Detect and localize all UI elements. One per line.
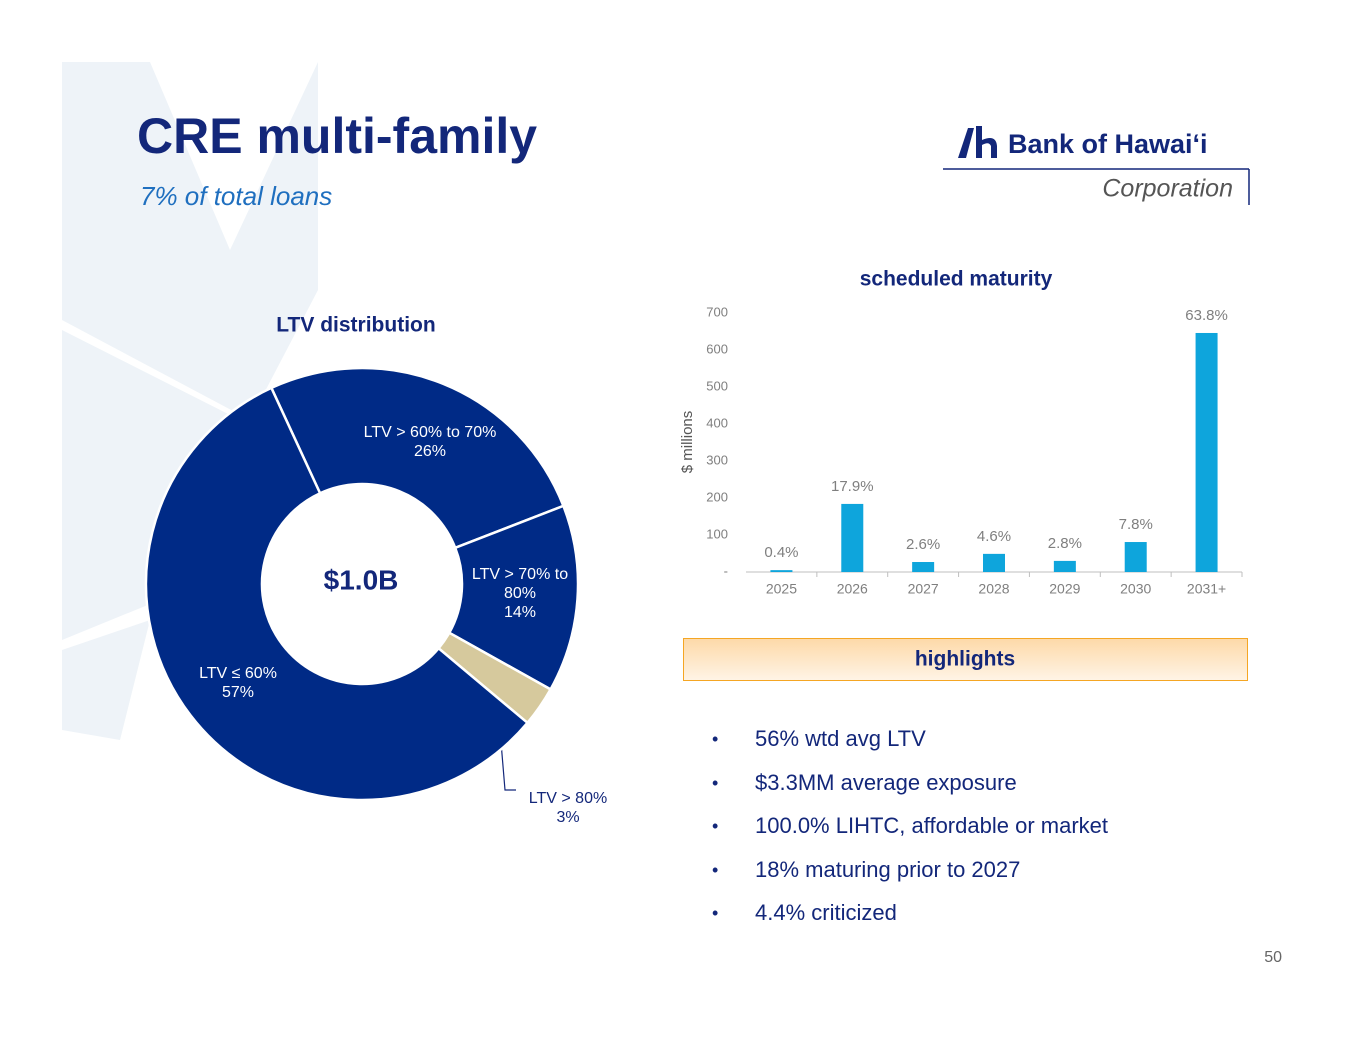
background-decoration [62, 62, 318, 740]
highlight-item: 100.0% LIHTC, affordable or market [712, 809, 1108, 853]
y-tick-label: - [724, 563, 728, 578]
value-label: 57% [221, 684, 255, 701]
y-tick-label: 200 [706, 489, 728, 504]
donut-label: LTV ≤ 60% 57% [178, 664, 298, 702]
y-axis-label: $ millions [679, 411, 696, 474]
x-tick-label: 2030 [1120, 581, 1151, 597]
highlights-list: 56% wtd avg LTV$3.3MM average exposure10… [712, 722, 1108, 940]
x-tick-label: 2031+ [1187, 581, 1226, 597]
donut-center-label: $1.0B [324, 564, 399, 595]
data-label: 0.4% [764, 544, 798, 561]
x-tick-label: 2026 [837, 581, 868, 597]
x-tick-label: 2029 [1049, 581, 1080, 597]
y-tick-label: 300 [706, 452, 728, 467]
donut-label: LTV > 70% to 80% 14% [460, 565, 580, 622]
y-tick-label: 400 [706, 415, 728, 430]
data-label: 63.8% [1185, 307, 1228, 324]
bar [983, 553, 1005, 572]
slide-title: CRE multi-family [137, 108, 537, 164]
donut-label: LTV > 80% 3% [518, 789, 618, 827]
y-tick-label: 500 [706, 378, 728, 393]
value-label: 3% [556, 809, 580, 826]
donut-label: LTV > 60% to 70% 26% [350, 423, 510, 461]
bar [1053, 560, 1076, 572]
page-number: 50 [1264, 949, 1282, 966]
slide-subtitle: 7% of total loans [140, 181, 332, 211]
value-label: 14% [503, 604, 537, 621]
y-tick-label: 600 [706, 341, 728, 356]
bar [1124, 542, 1147, 572]
highlight-item: 56% wtd avg LTV [712, 722, 1108, 766]
data-label: 2.6% [906, 536, 940, 553]
value-label: 26% [413, 443, 447, 460]
logo-name: Bank of Hawaiʻi [1008, 129, 1208, 159]
y-tick-label: 700 [706, 304, 728, 319]
logo-subtitle: Corporation [1102, 175, 1233, 203]
category-label: LTV ≤ 60% [199, 665, 277, 682]
category-label: LTV > 80% [528, 790, 608, 807]
data-label: 17.9% [831, 478, 874, 495]
bar [770, 570, 793, 572]
x-tick-label: 2027 [908, 581, 939, 597]
bar [1195, 332, 1218, 572]
donut-title: LTV distribution [276, 314, 435, 337]
bar [841, 503, 864, 572]
x-tick-label: 2028 [978, 581, 1009, 597]
x-tick-label: 2025 [766, 581, 797, 597]
y-tick-label: 100 [706, 526, 728, 541]
highlights-box [683, 638, 1248, 681]
logo: Bank of Hawaiʻi Corporation [943, 126, 1250, 205]
category-label: LTV > 70% to 80% [471, 566, 569, 602]
data-label: 7.8% [1119, 516, 1153, 533]
highlight-item: $3.3MM average exposure [712, 766, 1108, 810]
highlight-item: 18% maturing prior to 2027 [712, 853, 1108, 897]
donut-segment [447, 504, 580, 692]
donut-segment [144, 386, 530, 802]
bar-title: scheduled maturity [860, 268, 1053, 291]
bar [912, 562, 935, 572]
data-label: 4.6% [977, 528, 1011, 545]
highlight-item: 4.4% criticized [712, 896, 1108, 940]
donut-segment [269, 366, 566, 550]
data-label: 2.8% [1048, 535, 1082, 552]
category-label: LTV > 60% to 70% [363, 424, 497, 441]
highlights-title: highlights [915, 648, 1015, 671]
